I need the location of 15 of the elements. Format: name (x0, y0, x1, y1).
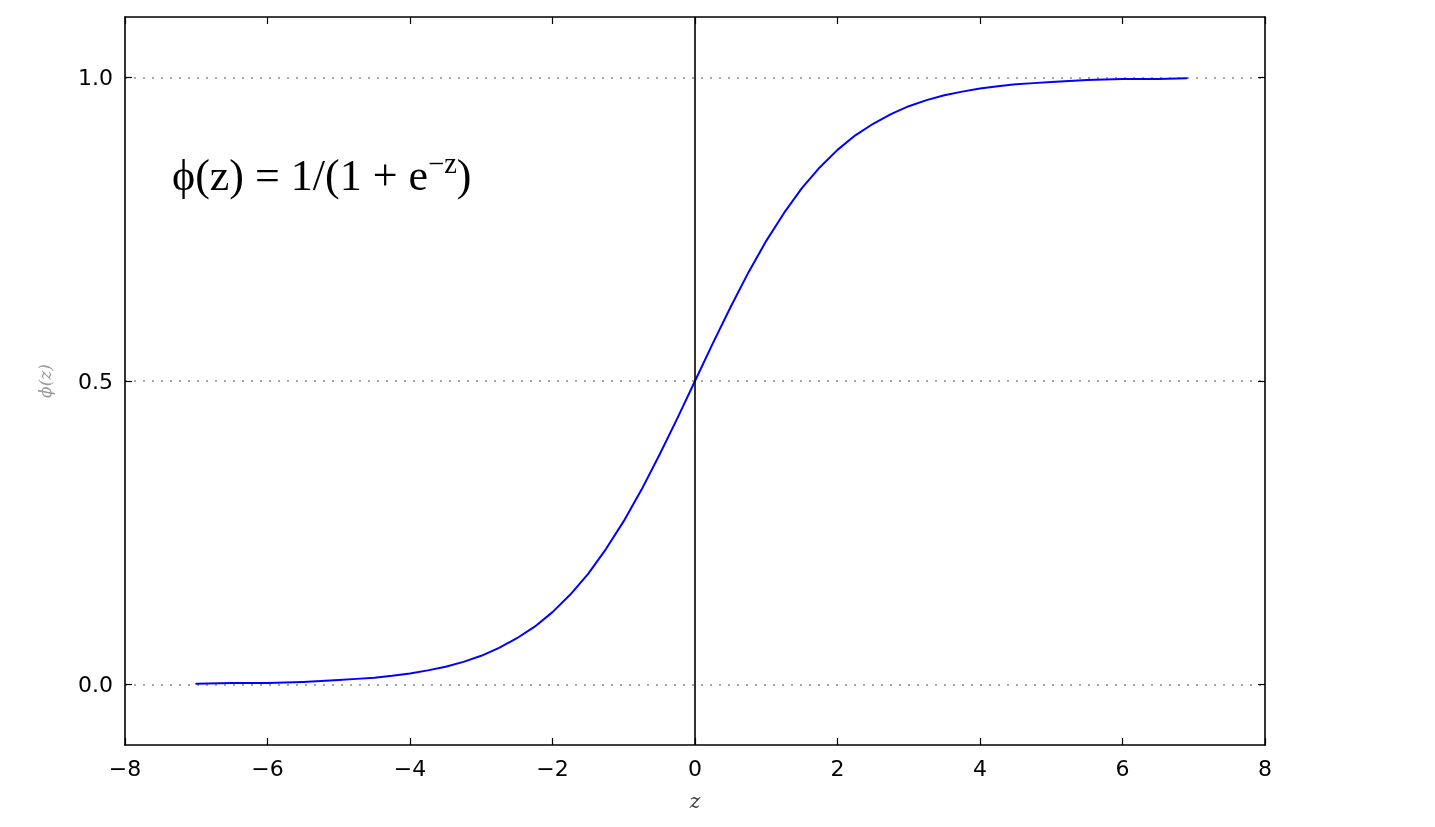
x-tick-label: −8 (108, 755, 142, 781)
y-tick-label: 0.0 (78, 671, 113, 697)
x-tick-label: −4 (393, 755, 427, 781)
x-tick-label: 4 (973, 755, 987, 781)
x-tick-label: 6 (1115, 755, 1130, 781)
annotation: ϕ(z) = 1/(1 + e$^{−z}$) (172, 147, 472, 202)
x-axis-title: z (688, 789, 701, 813)
x-tick-label: 2 (830, 755, 845, 781)
y-tick-label: 0.5 (78, 368, 113, 394)
x-tick-label: 0 (688, 755, 702, 781)
x-tick-label: −6 (251, 755, 284, 781)
y-tick-label: 1.0 (78, 65, 113, 91)
y-axis-title: ϕ(z) (34, 364, 55, 398)
x-tick-label: −2 (536, 755, 569, 781)
x-tick-label: 8 (1258, 755, 1272, 781)
